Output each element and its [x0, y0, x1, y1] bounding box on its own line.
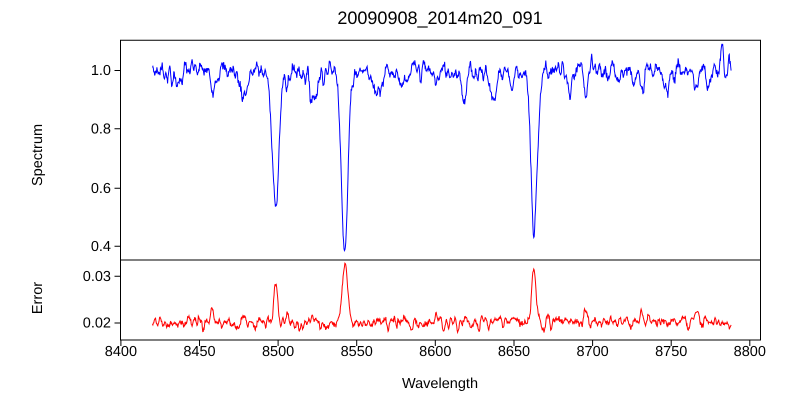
svg-text:8450: 8450: [183, 344, 215, 360]
svg-text:8750: 8750: [655, 344, 687, 360]
svg-text:Spectrum: Spectrum: [30, 124, 46, 186]
svg-text:8500: 8500: [262, 344, 294, 360]
svg-text:8400: 8400: [105, 344, 137, 360]
svg-text:8550: 8550: [341, 344, 373, 360]
svg-text:1.0: 1.0: [91, 63, 111, 79]
svg-text:20090908_2014m20_091: 20090908_2014m20_091: [337, 8, 542, 28]
svg-text:0.4: 0.4: [91, 239, 111, 255]
svg-text:0.03: 0.03: [83, 269, 111, 285]
svg-text:8700: 8700: [576, 344, 608, 360]
svg-text:8800: 8800: [734, 344, 766, 360]
svg-text:Wavelength: Wavelength: [402, 376, 478, 392]
svg-text:0.02: 0.02: [83, 316, 111, 332]
svg-text:8600: 8600: [419, 344, 451, 360]
svg-text:0.6: 0.6: [91, 181, 111, 197]
svg-text:8650: 8650: [498, 344, 530, 360]
svg-text:0.8: 0.8: [91, 121, 111, 137]
svg-text:Error: Error: [30, 282, 46, 314]
